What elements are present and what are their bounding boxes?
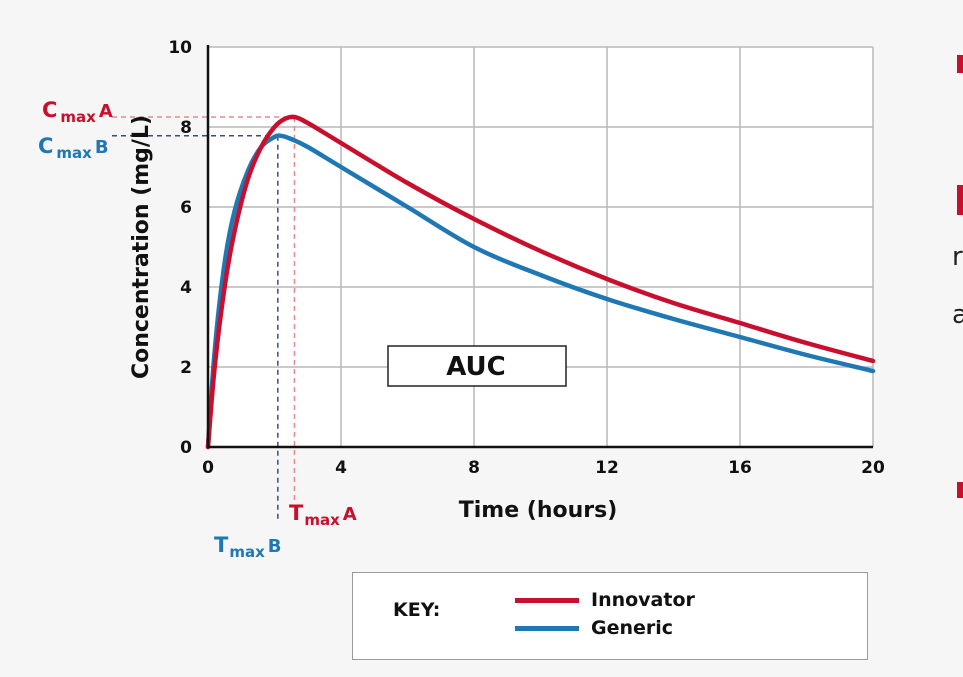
series-line-generic — [205, 133, 876, 450]
series-line-innovator — [205, 114, 876, 450]
side-mark-2 — [957, 185, 963, 215]
y-tick-label-0: 0 — [180, 438, 192, 458]
y-tick-label-8: 8 — [180, 118, 192, 138]
x-tick-label-12: 12 — [595, 458, 619, 478]
legend-swatch-innovator — [515, 597, 579, 603]
y-tick-label-10: 10 — [168, 38, 192, 58]
auc-box-frame — [387, 345, 567, 387]
x-tick-label-20: 20 — [861, 458, 885, 478]
legend-item-generic: Generic — [515, 615, 673, 641]
y-axis-title: Concentration (mg/L) — [129, 115, 154, 379]
legend-label-innovator: Innovator — [591, 589, 695, 611]
legend-box: KEY: Innovator Generic — [352, 572, 868, 660]
axes — [206, 45, 873, 449]
plot-background — [208, 47, 873, 447]
legend-swatch-generic — [515, 625, 579, 631]
auc-label: AUC — [446, 352, 506, 382]
tick-labels: 0 4 8 12 16 20 0 2 4 6 8 10 — [168, 38, 885, 478]
legend-title: KEY: — [393, 599, 441, 621]
x-tick-label-4: 4 — [335, 458, 347, 478]
x-tick-label-0: 0 — [202, 458, 214, 478]
legend-item-innovator: Innovator — [515, 587, 695, 613]
legend-label-generic: Generic — [591, 617, 674, 639]
y-tick-label-2: 2 — [180, 358, 192, 378]
y-tick-label-6: 6 — [180, 198, 192, 218]
auc-box: AUC — [387, 345, 567, 387]
side-mark-1 — [957, 55, 963, 73]
x-axis-title: Time (hours) — [459, 498, 618, 523]
side-mark-3 — [957, 482, 963, 498]
max-guide-lines — [112, 116, 296, 522]
side-text-1: r — [952, 242, 963, 272]
x-tick-label-8: 8 — [468, 458, 480, 478]
x-tick-label-16: 16 — [728, 458, 752, 478]
tmax-a-label: Tmax A — [289, 501, 357, 529]
series-lines — [205, 114, 876, 450]
y-tick-label-4: 4 — [180, 278, 192, 298]
side-text-2: a — [952, 300, 963, 330]
tmax-b-label: Tmax B — [214, 533, 282, 561]
